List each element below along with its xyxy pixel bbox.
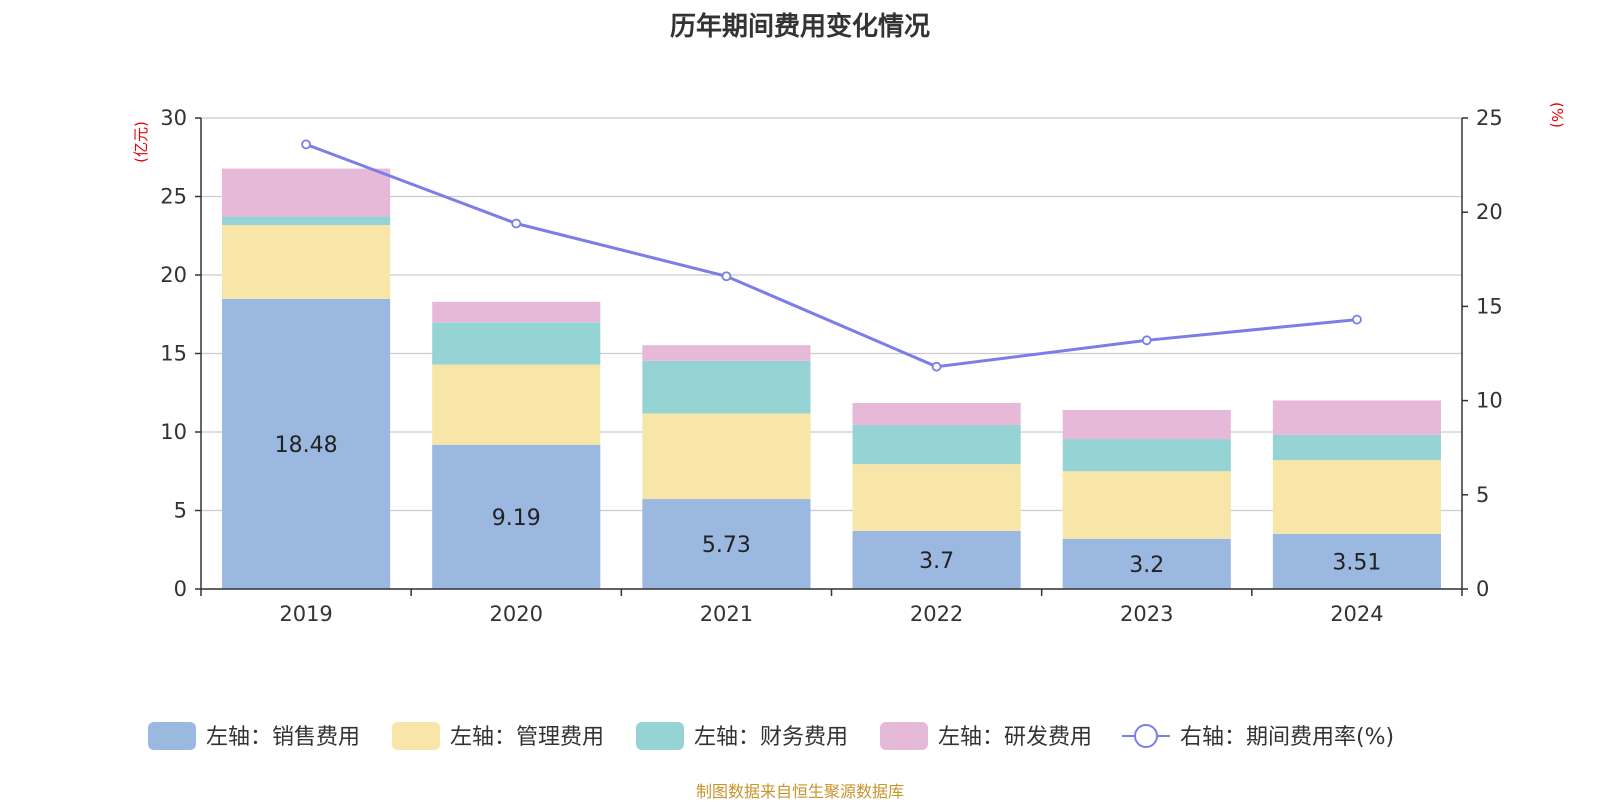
rate-point-2021: [721, 271, 732, 282]
data-source-note: 制图数据来自恒生聚源数据库: [695, 782, 904, 801]
bar-sales-2020: [432, 444, 601, 589]
left-tick-label: 5: [174, 499, 187, 523]
left-tick-label: 30: [160, 106, 187, 130]
left-tick-label: 15: [160, 342, 187, 366]
right-tick-label: 15: [1476, 294, 1503, 318]
bar-admin-2020: [432, 364, 601, 445]
bar-finance-2022: [852, 424, 1021, 465]
data-label-sales-2024: 3.51: [1332, 550, 1381, 575]
legend-swatch-admin: [392, 722, 440, 750]
right-tick-label: 5: [1476, 483, 1489, 507]
bar-sales-2024: [1272, 533, 1441, 589]
legend-label-sales: 左轴：销售费用: [206, 725, 360, 750]
chart-title: 历年期间费用变化情况: [669, 12, 930, 42]
left-axis-unit: (亿元): [132, 121, 150, 163]
bar-rnd-2023: [1062, 410, 1231, 440]
bar-finance-2021: [642, 360, 811, 414]
rate-line: [305, 142, 1358, 369]
right-tick-label: 10: [1476, 389, 1503, 413]
legend-swatch-sales: [148, 722, 196, 750]
bar-sales-2022: [852, 530, 1021, 589]
left-tick-label: 10: [160, 420, 187, 444]
rate-point-2019: [301, 139, 311, 150]
rate-point-2024: [1352, 314, 1362, 325]
x-tick-label: 2023: [1120, 602, 1173, 626]
x-tick-label: 2020: [490, 602, 543, 626]
x-tick-label: 2022: [910, 602, 963, 626]
bar-admin-2022: [852, 464, 1021, 531]
data-label-sales-2020: 9.19: [492, 506, 541, 531]
right-tick-label: 20: [1476, 200, 1503, 224]
right-tick-label: 25: [1476, 106, 1503, 130]
legend-label-rate: 右轴：期间费用率(%): [1180, 725, 1394, 750]
left-tick-label: 0: [174, 577, 187, 601]
bar-admin-2019: [222, 225, 391, 299]
legend-label-admin: 左轴：管理费用: [450, 725, 604, 750]
bar-rnd-2024: [1272, 400, 1441, 435]
legend-swatch-finance: [636, 722, 684, 750]
bar-admin-2023: [1062, 471, 1231, 539]
data-label-sales-2023: 3.2: [1129, 553, 1164, 578]
rate-point-2022: [931, 361, 942, 372]
bar-rnd-2021: [642, 345, 811, 361]
bar-rnd-2019: [222, 168, 391, 217]
x-tick-label: 2021: [700, 602, 753, 626]
bar-sales-2021: [642, 499, 811, 589]
left-tick-label: 25: [160, 185, 187, 209]
legend-label-rnd: 左轴：研发费用: [938, 725, 1092, 750]
bar-sales-2019: [222, 298, 391, 589]
data-label-sales-2022: 3.7: [919, 549, 954, 574]
right-axis-unit: (%): [1548, 102, 1566, 128]
bar-sales-2023: [1062, 538, 1231, 589]
legend-swatch-marker: [1134, 724, 1158, 748]
x-tick-label: 2024: [1330, 602, 1383, 626]
rate-point-2020: [511, 218, 522, 229]
bar-rnd-2022: [852, 402, 1021, 425]
x-tick-label: 2019: [279, 602, 332, 626]
bar-admin-2021: [642, 413, 811, 500]
bar-finance-2020: [432, 322, 601, 365]
data-label-sales-2021: 5.73: [702, 533, 751, 558]
bar-finance-2019: [222, 216, 391, 226]
legend-label-finance: 左轴：财务费用: [694, 725, 848, 750]
legend-swatch-rnd: [880, 722, 928, 750]
data-label-sales-2019: 18.48: [275, 433, 338, 458]
rate-point-2023: [1141, 335, 1152, 346]
bar-admin-2024: [1272, 460, 1441, 534]
left-tick-label: 20: [160, 263, 187, 287]
bar-finance-2023: [1062, 439, 1231, 472]
bar-rnd-2020: [432, 301, 601, 323]
bar-finance-2024: [1272, 434, 1441, 461]
right-tick-label: 0: [1476, 577, 1489, 601]
